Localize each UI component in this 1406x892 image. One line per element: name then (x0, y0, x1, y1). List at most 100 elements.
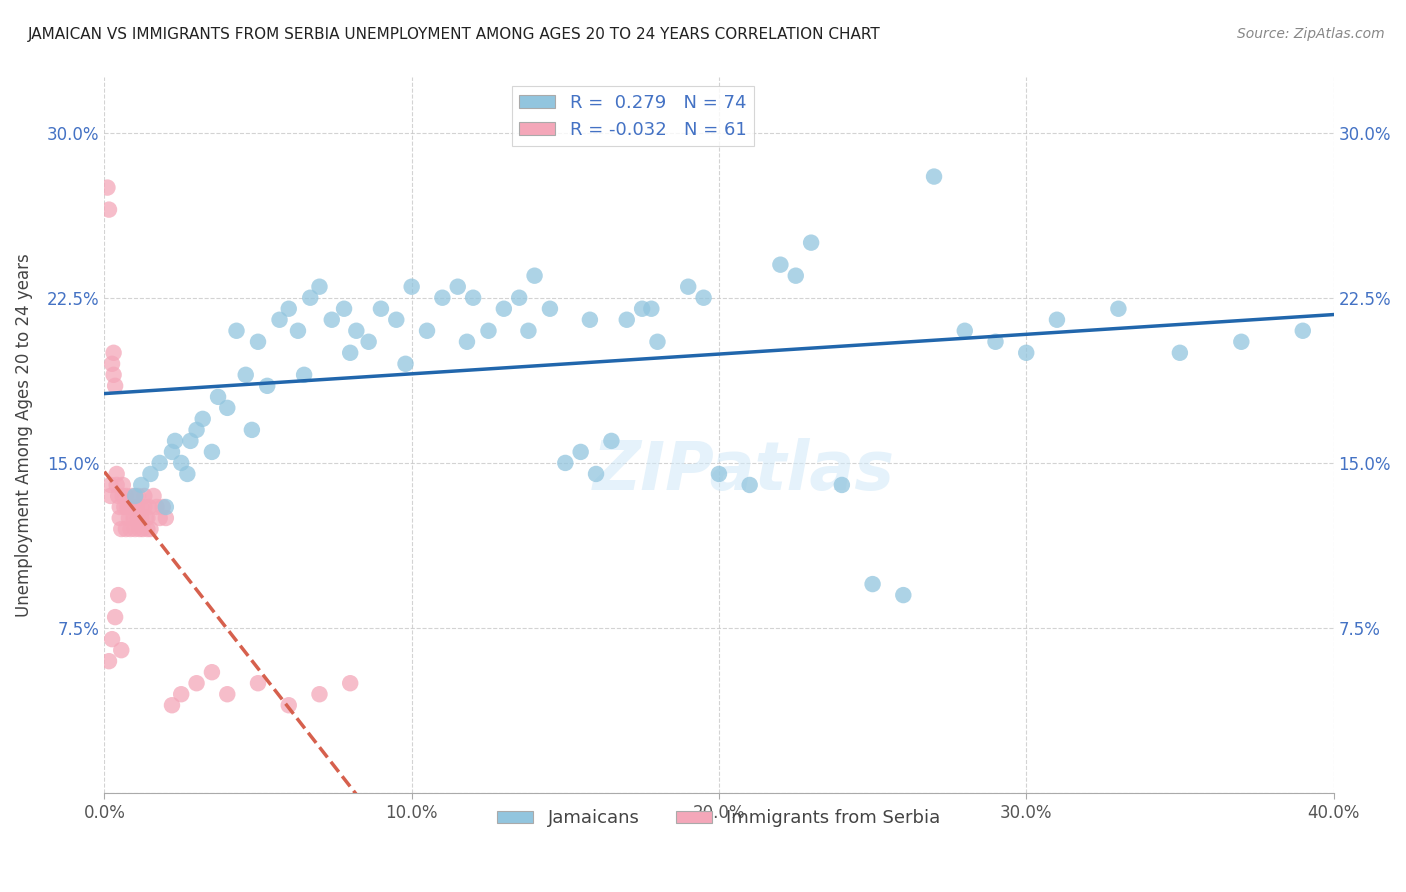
Point (176, 467, 198, 481)
Point (277, 698, 299, 713)
Point (111, 489, 134, 503)
Point (134, 500, 156, 514)
Point (207, 390, 229, 404)
Point (129, 478, 152, 492)
Point (1107, 301, 1129, 316)
Point (115, 522, 138, 536)
Point (100, 478, 122, 492)
Point (640, 301, 662, 316)
Point (121, 500, 143, 514)
Point (416, 324, 439, 338)
Point (456, 334, 478, 349)
Point (132, 522, 155, 536)
Point (122, 511, 145, 525)
Point (160, 445, 183, 459)
Point (600, 434, 623, 448)
Point (107, 489, 129, 503)
Point (105, 478, 128, 492)
Point (104, 610, 127, 624)
Point (127, 511, 149, 525)
Point (100, 489, 122, 503)
Point (247, 334, 270, 349)
Point (277, 301, 299, 316)
Point (922, 169, 945, 184)
Point (299, 291, 322, 305)
Point (1292, 324, 1315, 338)
Point (707, 467, 730, 481)
Text: JAMAICAN VS IMMIGRANTS FROM SERBIA UNEMPLOYMENT AMONG AGES 20 TO 24 YEARS CORREL: JAMAICAN VS IMMIGRANTS FROM SERBIA UNEMP… (28, 27, 882, 42)
Point (186, 423, 208, 437)
Point (155, 511, 177, 525)
Point (98, 654, 121, 668)
Point (149, 456, 172, 470)
Point (117, 500, 139, 514)
Point (769, 258, 792, 272)
Point (240, 423, 263, 437)
Point (891, 588, 914, 602)
Point (631, 301, 654, 316)
Point (370, 301, 392, 316)
Point (134, 489, 156, 503)
Text: ZIPatlas: ZIPatlas (592, 438, 894, 504)
Point (217, 687, 239, 701)
Point (110, 643, 132, 657)
Point (152, 500, 174, 514)
Point (953, 324, 976, 338)
Point (738, 478, 761, 492)
Point (831, 478, 853, 492)
Point (225, 324, 247, 338)
Point (201, 445, 224, 459)
Point (118, 511, 141, 525)
Point (129, 511, 152, 525)
Point (135, 511, 157, 525)
Point (401, 279, 423, 293)
Point (124, 511, 146, 525)
Point (287, 324, 309, 338)
Point (492, 301, 515, 316)
Point (585, 467, 607, 481)
Legend: Jamaicans, Immigrants from Serbia: Jamaicans, Immigrants from Serbia (491, 802, 948, 834)
Point (127, 489, 149, 503)
Point (235, 368, 257, 382)
Point (201, 665, 224, 680)
Point (477, 324, 499, 338)
Point (107, 588, 129, 602)
Point (862, 577, 884, 591)
Text: Source: ZipAtlas.com: Source: ZipAtlas.com (1237, 27, 1385, 41)
Point (269, 312, 291, 326)
Point (692, 291, 714, 305)
Point (191, 412, 214, 426)
Point (103, 346, 125, 360)
Point (394, 357, 416, 371)
Point (676, 279, 699, 293)
Y-axis label: Unemployment Among Ages 20 to 24 years: Unemployment Among Ages 20 to 24 years (15, 253, 32, 617)
Point (344, 324, 367, 338)
Point (112, 500, 135, 514)
Point (118, 500, 141, 514)
Point (101, 632, 124, 647)
Point (647, 334, 669, 349)
Point (569, 445, 592, 459)
Point (120, 522, 142, 536)
Point (247, 676, 270, 690)
Point (308, 687, 330, 701)
Point (217, 401, 239, 415)
Point (1230, 334, 1253, 349)
Point (121, 489, 143, 503)
Point (110, 522, 132, 536)
Point (186, 676, 208, 690)
Point (1168, 346, 1191, 360)
Point (579, 312, 602, 326)
Point (125, 500, 148, 514)
Point (138, 500, 160, 514)
Point (357, 334, 380, 349)
Point (96, 180, 118, 194)
Point (108, 500, 131, 514)
Point (155, 500, 177, 514)
Point (517, 324, 540, 338)
Point (538, 301, 561, 316)
Point (800, 235, 823, 250)
Point (447, 279, 470, 293)
Point (124, 489, 146, 503)
Point (139, 467, 162, 481)
